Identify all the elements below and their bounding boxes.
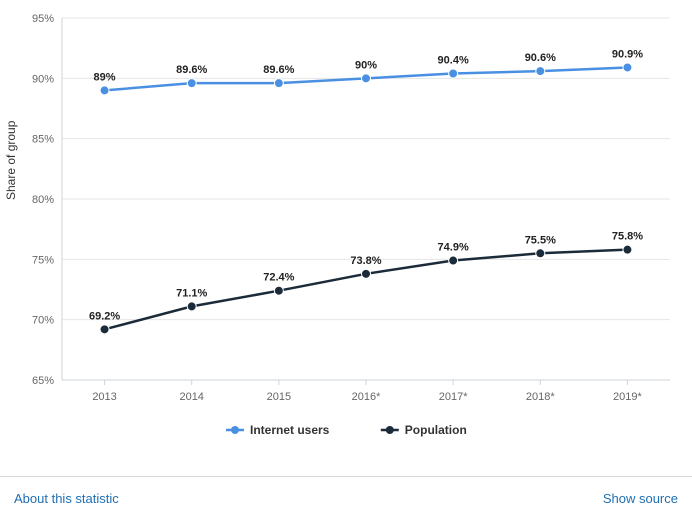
svg-text:75%: 75% bbox=[32, 254, 54, 266]
svg-text:2016*: 2016* bbox=[352, 391, 381, 403]
svg-text:2014: 2014 bbox=[179, 391, 203, 403]
y-axis-label: Share of group bbox=[4, 121, 18, 200]
svg-text:75.8%: 75.8% bbox=[612, 231, 643, 243]
svg-text:90.4%: 90.4% bbox=[438, 55, 469, 67]
svg-text:75.5%: 75.5% bbox=[525, 234, 556, 246]
svg-text:90.9%: 90.9% bbox=[612, 48, 643, 60]
svg-text:71.1%: 71.1% bbox=[176, 287, 207, 299]
svg-text:Internet users: Internet users bbox=[250, 423, 330, 437]
svg-text:90%: 90% bbox=[355, 59, 377, 71]
svg-text:72.4%: 72.4% bbox=[263, 272, 294, 284]
svg-text:89%: 89% bbox=[94, 71, 116, 83]
svg-text:85%: 85% bbox=[32, 134, 54, 146]
chart-container: { "chart": { "type": "line", "width": 69… bbox=[0, 0, 692, 519]
svg-text:2019*: 2019* bbox=[613, 391, 642, 403]
svg-text:69.2%: 69.2% bbox=[89, 310, 120, 322]
svg-text:90.6%: 90.6% bbox=[525, 52, 556, 64]
svg-text:90%: 90% bbox=[32, 73, 54, 85]
svg-text:Population: Population bbox=[405, 423, 467, 437]
svg-text:2015: 2015 bbox=[267, 391, 291, 403]
svg-text:73.8%: 73.8% bbox=[350, 255, 381, 267]
about-statistic-link[interactable]: About this statistic bbox=[14, 491, 119, 506]
svg-text:89.6%: 89.6% bbox=[176, 64, 207, 76]
svg-text:80%: 80% bbox=[32, 194, 54, 206]
svg-text:2013: 2013 bbox=[92, 391, 116, 403]
svg-text:2018*: 2018* bbox=[526, 391, 555, 403]
show-source-link[interactable]: Show source bbox=[603, 491, 678, 506]
line-chart: 65% 70% 75% 80% 85% 90% 95% 2013 2014 2015 2016* 20… bbox=[0, 0, 692, 460]
svg-text:70%: 70% bbox=[32, 315, 54, 327]
svg-text:74.9%: 74.9% bbox=[438, 242, 469, 254]
footer-bar: About this statistic Show source bbox=[0, 476, 692, 519]
svg-text:89.6%: 89.6% bbox=[263, 64, 294, 76]
svg-text:2017*: 2017* bbox=[439, 391, 468, 403]
svg-text:65%: 65% bbox=[32, 375, 54, 387]
svg-text:95%: 95% bbox=[32, 13, 54, 25]
